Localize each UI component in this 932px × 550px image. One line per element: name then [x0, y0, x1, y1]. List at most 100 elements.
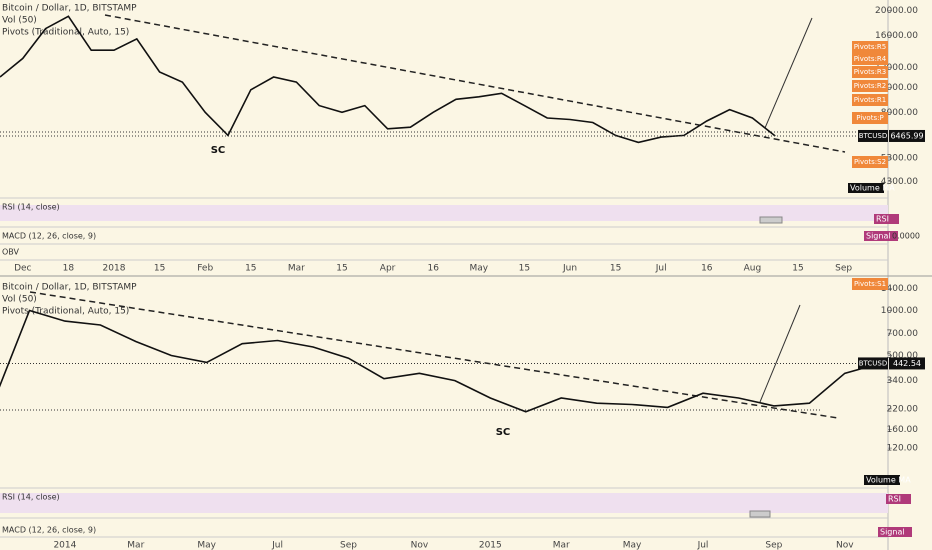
trend-line: [29, 291, 839, 419]
panel-tag: [886, 494, 911, 504]
pivot-tag: [852, 112, 888, 124]
panel-label: Signal: [880, 528, 905, 537]
x-tick-label: Sep: [340, 541, 357, 550]
rsi-box: [749, 510, 771, 518]
y-tick-label: 220.00: [887, 404, 919, 414]
x-tick-label: Jul: [271, 541, 283, 550]
last-price-label: 442.54: [893, 359, 921, 368]
rsi-band: [0, 493, 888, 513]
legend-line: Pivots (Traditional, Auto, 15): [2, 307, 129, 317]
panel-label: MACD (12, 26, close, 9): [2, 526, 96, 535]
y-tick-label: 4300.00: [881, 177, 918, 187]
trend-line: [104, 14, 846, 153]
x-tick-label: Feb: [197, 264, 213, 274]
pivot-label: Pivots:R2: [854, 82, 887, 90]
x-tick-label: Aug: [744, 264, 762, 274]
x-tick-label: Mar: [288, 264, 305, 274]
pivot-label: Pivots:R4: [854, 55, 887, 63]
y-tick-label: 12000.00: [875, 63, 918, 73]
x-tick-label: May: [623, 541, 642, 550]
pivot-label: Pivots:S1: [854, 280, 886, 288]
x-tick-label: Jun: [562, 264, 577, 274]
annotation: SC: [211, 145, 226, 156]
x-tick-label: Nov: [411, 541, 429, 550]
panel-label: RSI: [876, 215, 889, 224]
chart-title: Bitcoin / Dollar, 1D, BITSTAMP: [2, 283, 137, 293]
projection-line: [759, 304, 801, 403]
y-tick-label: 1000.00: [881, 306, 918, 316]
x-tick-label: Nov: [836, 541, 854, 550]
panel-label: RSI (14, close): [2, 493, 60, 502]
y-tick-label: 8000.00: [881, 108, 918, 118]
y-tick-label: 340.00: [887, 376, 919, 386]
y-tick-label: 500.00: [887, 351, 919, 361]
pivot-tag: [852, 53, 888, 65]
y-tick-label: 20000.00: [875, 6, 918, 16]
rsi-box: [759, 216, 783, 224]
panel-label: Signal: [866, 232, 891, 241]
pivot-label: Pivots:S2: [854, 158, 886, 166]
pivot-tag: [852, 41, 888, 53]
y-tick-label: 700.00: [887, 329, 919, 339]
x-tick-label: 15: [610, 264, 621, 274]
symbol-tag: [858, 357, 888, 370]
x-tick-label: 15: [336, 264, 347, 274]
last-price-label: 6465.99: [890, 131, 923, 140]
x-tick-label: 15: [792, 264, 803, 274]
panel-tag: [874, 214, 899, 224]
legend-line: Vol (50): [2, 16, 37, 26]
symbol-label: BTCUSD: [859, 359, 888, 367]
symbol-tag: [858, 129, 888, 142]
pivot-label: Pivots:R5: [854, 43, 887, 51]
panel-label: 0.0000: [892, 232, 920, 241]
annotation: SC: [496, 427, 511, 438]
x-tick-label: 15: [154, 264, 165, 274]
panel-tag: [878, 527, 912, 537]
legend-line: Pivots (Traditional, Auto, 15): [2, 28, 129, 38]
x-tick-label: May: [197, 541, 216, 550]
panel-label: RSI (14, close): [2, 203, 60, 212]
y-tick-label: 1400.00: [881, 284, 918, 294]
legend-line: Vol (50): [2, 295, 37, 305]
price-line: [0, 309, 881, 413]
pivot-tag: [852, 94, 888, 106]
panel-tag: [848, 183, 884, 193]
x-tick-label: Mar: [127, 541, 144, 550]
panel-label: RSI: [888, 495, 901, 504]
pivot-tag: [852, 156, 888, 168]
y-tick-label: 5300.00: [881, 154, 918, 164]
x-tick-label: Apr: [380, 264, 396, 274]
x-tick-label: May: [469, 264, 488, 274]
x-tick-label: Jul: [697, 541, 709, 550]
x-tick-label: Jul: [655, 264, 667, 274]
last-price-tag: [889, 357, 925, 370]
x-tick-label: 16: [701, 264, 713, 274]
panel-tag: [864, 231, 898, 241]
pivot-tag: [852, 66, 888, 78]
y-tick-label: 16000.00: [875, 31, 918, 41]
chart-title: Bitcoin / Dollar, 1D, BITSTAMP: [2, 4, 137, 14]
panel-label: OBV: [2, 248, 20, 257]
x-tick-label: Sep: [835, 264, 852, 274]
rsi-band: [0, 205, 888, 221]
x-tick-label: 2014: [53, 541, 76, 550]
price-line: [0, 15, 776, 144]
y-tick-label: 10000.00: [875, 83, 918, 93]
x-tick-label: Mar: [553, 541, 570, 550]
x-tick-label: 16: [427, 264, 439, 274]
panel-label: Volume MA: [850, 184, 895, 193]
pivot-tag: [852, 278, 888, 290]
pivot-label: Pivots:P: [856, 114, 883, 122]
x-tick-label: 2018: [103, 264, 126, 274]
x-tick-label: 15: [519, 264, 530, 274]
panel-label: MACD (12, 26, close, 9): [2, 232, 96, 241]
last-price-tag: [889, 129, 925, 142]
y-tick-label: 160.00: [887, 425, 919, 435]
pivot-label: Pivots:R3: [854, 68, 887, 76]
y-tick-label: 120.00: [887, 444, 919, 454]
projection-line: [764, 17, 813, 129]
x-tick-label: 2015: [479, 541, 502, 550]
panel-label: Volume MA: [866, 476, 911, 485]
